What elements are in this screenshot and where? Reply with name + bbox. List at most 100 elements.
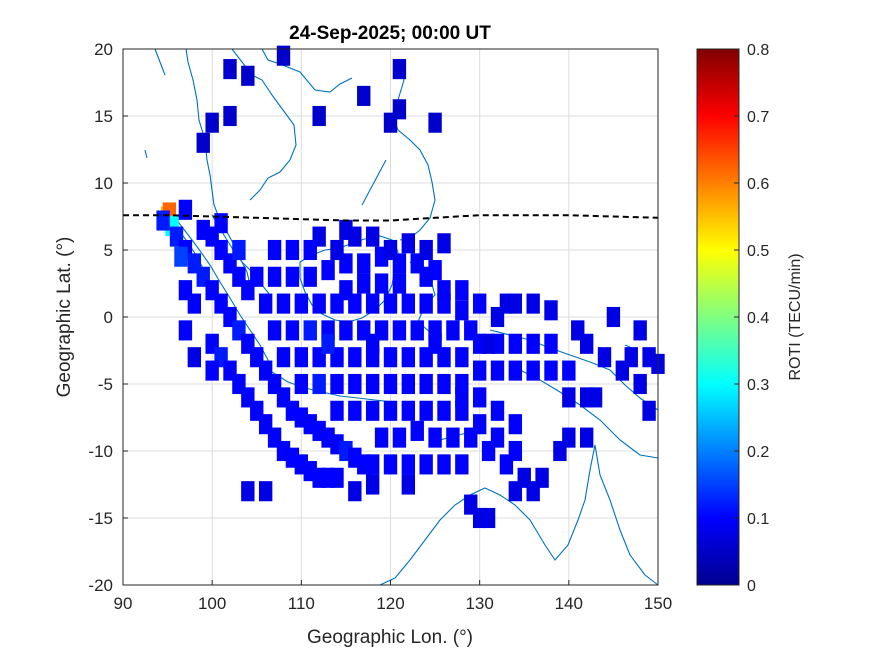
roti-cell — [348, 400, 362, 421]
roti-cell — [437, 233, 451, 254]
roti-cell — [174, 246, 188, 267]
roti-cell — [383, 347, 398, 368]
roti-cell — [250, 266, 264, 287]
roti-cell — [365, 373, 380, 395]
roti-cell — [357, 273, 371, 294]
roti-cell — [455, 300, 469, 321]
roti-cell — [285, 239, 300, 261]
roti-cell — [303, 266, 317, 287]
roti-cell — [642, 400, 656, 421]
roti-cell — [321, 333, 335, 354]
roti-cell — [579, 427, 594, 448]
roti-cell — [258, 293, 273, 314]
roti-cell — [508, 333, 523, 354]
roti-cell — [562, 387, 576, 408]
roti-cell — [490, 400, 505, 421]
y-axis-label: Geographic Lat. (°) — [54, 237, 75, 398]
roti-cell — [303, 239, 317, 261]
x-axis-ticks: 90 100 110 120 130 140 150 — [114, 580, 672, 613]
y-tick-label: 10 — [94, 174, 113, 193]
roti-cell — [419, 239, 433, 261]
roti-cell — [419, 373, 433, 395]
colorbar-tick-label: 0.5 — [747, 243, 769, 260]
roti-cell — [455, 454, 469, 475]
y-tick-label: -5 — [98, 375, 113, 394]
colorbar-tick-label: 0.8 — [747, 42, 769, 59]
coastline-china-south — [261, 48, 353, 93]
roti-cell — [428, 333, 442, 354]
roti-cell — [481, 333, 496, 354]
roti-cell — [383, 400, 398, 421]
roti-cell — [223, 105, 237, 127]
roti-cell — [156, 210, 170, 231]
roti-cell — [472, 360, 487, 381]
x-tick-label: 100 — [198, 594, 226, 613]
roti-cell — [446, 427, 460, 448]
colorbar-ticks: 0 0.1 0.2 0.3 0.4 0.5 0.6 0.7 0.8 — [734, 42, 769, 595]
roti-cell — [285, 320, 300, 341]
roti-cell — [178, 320, 193, 341]
roti-cell — [446, 320, 460, 341]
roti-cell — [365, 400, 380, 421]
roti-cell — [178, 280, 193, 301]
y-tick-label: 5 — [104, 241, 113, 260]
coastline-small-island-1 — [144, 149, 148, 159]
roti-cell — [562, 360, 576, 381]
roti-cell — [401, 400, 416, 421]
roti-cell — [606, 306, 621, 328]
roti-cell — [508, 440, 523, 462]
roti-cell — [437, 373, 451, 395]
roti-cell — [544, 333, 558, 354]
roti-cell — [348, 373, 362, 395]
roti-cell — [401, 454, 416, 475]
roti-cell — [294, 347, 309, 368]
y-tick-label: -20 — [88, 576, 113, 595]
colorbar-tick-label: 0 — [747, 578, 756, 595]
colorbar-tick-label: 0.1 — [747, 511, 769, 528]
colorbar-tick-label: 0.2 — [747, 444, 769, 461]
roti-cell — [401, 373, 416, 395]
colorbar-tick-label: 0.3 — [747, 377, 769, 394]
colorbar-tick-label: 0.4 — [747, 310, 769, 327]
y-tick-label: 20 — [94, 40, 113, 59]
roti-cell — [383, 239, 398, 261]
y-tick-label: 0 — [104, 308, 113, 327]
roti-cell — [303, 320, 317, 341]
roti-cell — [392, 273, 407, 294]
roti-cell — [258, 481, 273, 502]
roti-cell — [330, 400, 344, 421]
roti-cell — [348, 347, 362, 368]
roti-cell — [383, 373, 398, 395]
coastline-australia — [379, 444, 659, 586]
roti-cell — [579, 387, 594, 408]
roti-cell — [437, 454, 451, 475]
roti-cell — [401, 233, 416, 254]
roti-cell — [294, 293, 309, 314]
y-axis-ticks: 20 15 10 5 0 -5 -10 -15 -20 — [88, 40, 128, 595]
colorbar — [696, 48, 740, 586]
roti-cell — [419, 293, 433, 314]
roti-cell — [285, 266, 300, 287]
colorbar-tick-label: 0.7 — [747, 109, 769, 126]
y-tick-label: 15 — [94, 107, 113, 126]
x-tick-label: 140 — [555, 594, 583, 613]
roti-cell — [633, 320, 647, 341]
coastline-andaman — [154, 48, 166, 76]
roti-cell — [419, 454, 433, 475]
roti-cell — [276, 293, 291, 314]
roti-cell — [544, 300, 558, 321]
x-tick-label: 120 — [376, 594, 404, 613]
roti-cell — [535, 467, 549, 488]
roti-cell — [365, 226, 380, 247]
roti-cell — [401, 474, 416, 495]
x-tick-label: 130 — [465, 594, 493, 613]
roti-cell — [267, 239, 282, 261]
roti-cell — [276, 45, 291, 66]
chart-title: 24-Sep-2025; 00:00 UT — [289, 23, 491, 44]
roti-cell — [178, 199, 193, 220]
roti-cell — [571, 320, 585, 341]
roti-cell — [428, 112, 442, 133]
roti-cell — [419, 400, 433, 421]
roti-cell — [472, 414, 487, 435]
